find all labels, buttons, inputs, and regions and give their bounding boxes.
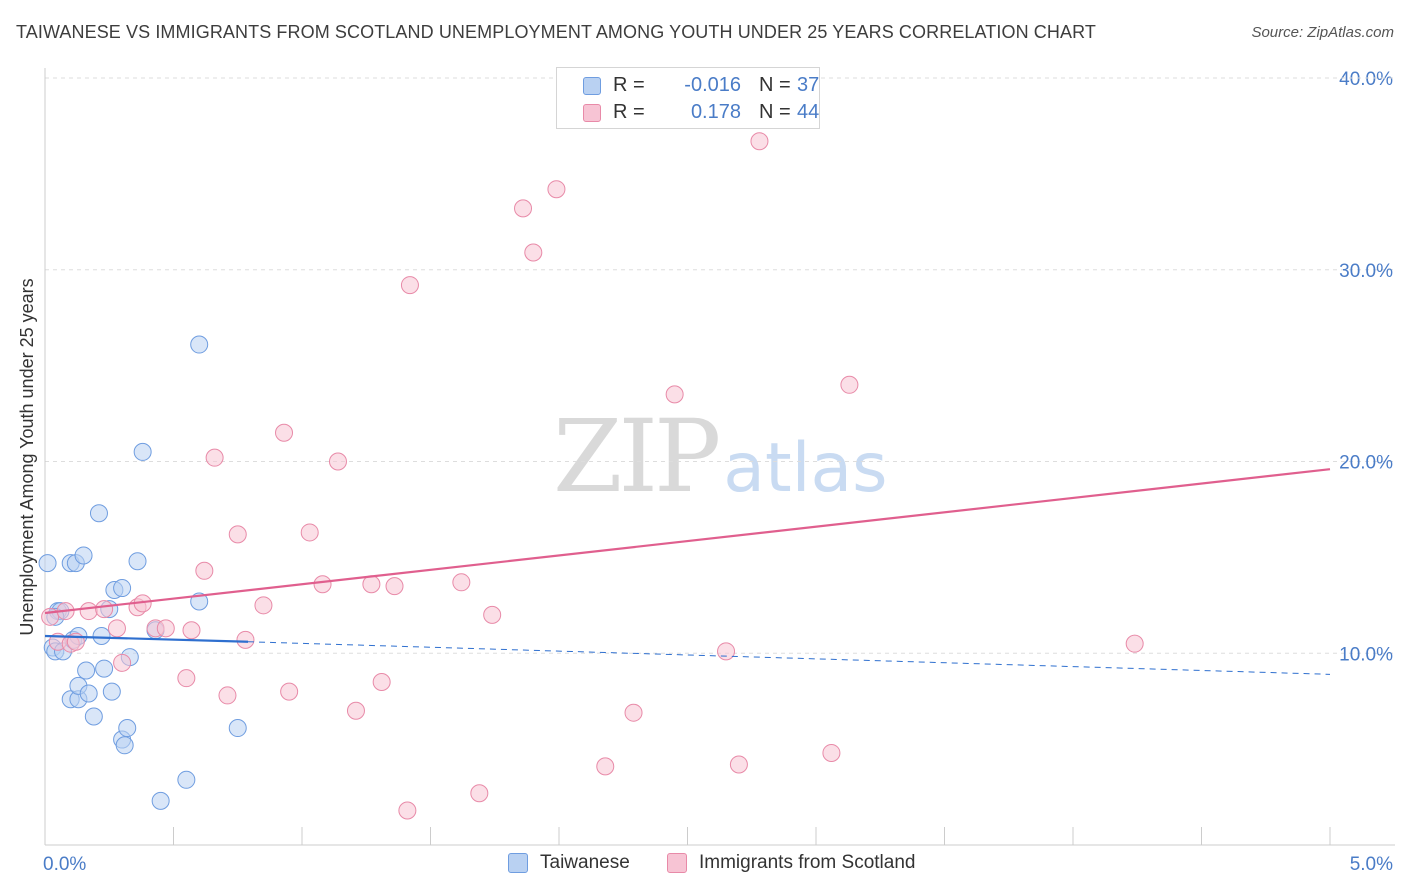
point-scotland: [218, 686, 237, 705]
point-scotland: [385, 577, 404, 596]
point-scotland: [822, 743, 841, 762]
point-scotland: [328, 452, 347, 471]
series-swatch-scotland: [667, 853, 687, 873]
point-taiwanese: [113, 579, 132, 598]
y-axis-label: Unemployment Among Youth under 25 years: [17, 278, 37, 635]
y-tick-label: 40.0%: [1339, 69, 1393, 90]
legend-r-value: 0.178: [690, 101, 741, 123]
point-taiwanese: [95, 659, 114, 678]
point-taiwanese: [228, 719, 247, 738]
y-tick-label: 30.0%: [1339, 261, 1393, 282]
point-taiwanese: [118, 719, 137, 738]
point-scotland: [346, 701, 365, 720]
legend-swatch-scotland: [583, 104, 601, 122]
source-credit: Source: ZipAtlas.com: [1251, 24, 1394, 41]
point-scotland: [95, 600, 114, 619]
point-taiwanese: [102, 682, 121, 701]
point-taiwanese: [190, 335, 209, 354]
point-scotland: [524, 243, 543, 262]
series-label-taiwanese: Taiwanese: [540, 852, 630, 873]
point-taiwanese: [89, 504, 108, 523]
point-scotland: [182, 621, 201, 640]
point-scotland: [596, 757, 615, 776]
point-taiwanese: [151, 791, 170, 810]
point-scotland: [236, 630, 255, 649]
point-scotland: [107, 619, 126, 638]
point-taiwanese: [92, 626, 111, 645]
y-tick-label: 20.0%: [1339, 453, 1393, 474]
trendline-extension-taiwanese: [248, 641, 1331, 675]
watermark-zip: ZIP: [553, 398, 721, 515]
point-scotland: [750, 132, 769, 151]
point-scotland: [362, 575, 381, 594]
point-scotland: [624, 703, 643, 722]
point-scotland: [547, 180, 566, 199]
legend-n-value: 37: [797, 74, 820, 96]
point-scotland: [79, 602, 98, 621]
point-scotland: [452, 573, 471, 592]
point-scotland: [156, 619, 175, 638]
point-taiwanese: [74, 546, 93, 565]
point-scotland: [313, 575, 332, 594]
point-scotland: [205, 448, 224, 467]
legend-n-label: N =: [759, 101, 791, 123]
point-scotland: [254, 596, 273, 615]
legend-swatch-taiwanese: [583, 77, 601, 95]
point-scotland: [514, 199, 533, 218]
point-taiwanese: [84, 707, 103, 726]
legend-r-label: R =: [613, 74, 645, 96]
point-scotland: [398, 801, 417, 820]
point-scotland: [1125, 634, 1144, 653]
point-scotland: [300, 523, 319, 542]
point-taiwanese: [79, 684, 98, 703]
point-scotland: [113, 653, 132, 672]
point-scotland: [717, 642, 736, 661]
chart-title: TAIWANESE VS IMMIGRANTS FROM SCOTLAND UN…: [16, 22, 1096, 42]
trendline-scotland: [44, 468, 1331, 615]
point-taiwanese: [38, 554, 57, 573]
series-swatch-taiwanese: [508, 853, 528, 873]
point-scotland: [400, 276, 419, 295]
y-tick-label: 10.0%: [1339, 644, 1393, 665]
point-scotland: [483, 605, 502, 624]
point-scotland: [280, 682, 299, 701]
point-taiwanese: [128, 552, 147, 571]
point-scotland: [177, 669, 196, 688]
point-taiwanese: [77, 661, 96, 680]
correlation-legend: R = -0.016 N = 37 R = 0.178 N = 44: [556, 67, 820, 129]
legend-n-value: 44: [797, 101, 820, 123]
point-scotland: [665, 385, 684, 404]
point-taiwanese: [115, 736, 134, 755]
point-scotland: [840, 375, 859, 394]
x-tick-label: 0.0%: [43, 854, 86, 875]
legend-r-label: R =: [613, 101, 645, 123]
point-taiwanese: [177, 770, 196, 789]
x-tick-label: 5.0%: [1350, 854, 1393, 875]
point-scotland: [275, 423, 294, 442]
point-scotland: [470, 784, 489, 803]
series-label-scotland: Immigrants from Scotland: [699, 852, 916, 873]
watermark-atlas: atlas: [723, 429, 888, 508]
point-scotland: [228, 525, 247, 544]
watermark: ZIPatlas: [553, 398, 888, 515]
legend-r-value: -0.016: [684, 74, 741, 96]
point-scotland: [372, 673, 391, 692]
legend-n-label: N =: [759, 74, 791, 96]
trendline-taiwanese: [44, 634, 249, 643]
point-taiwanese: [133, 442, 152, 461]
point-scotland: [729, 755, 748, 774]
point-scotland: [195, 561, 214, 580]
